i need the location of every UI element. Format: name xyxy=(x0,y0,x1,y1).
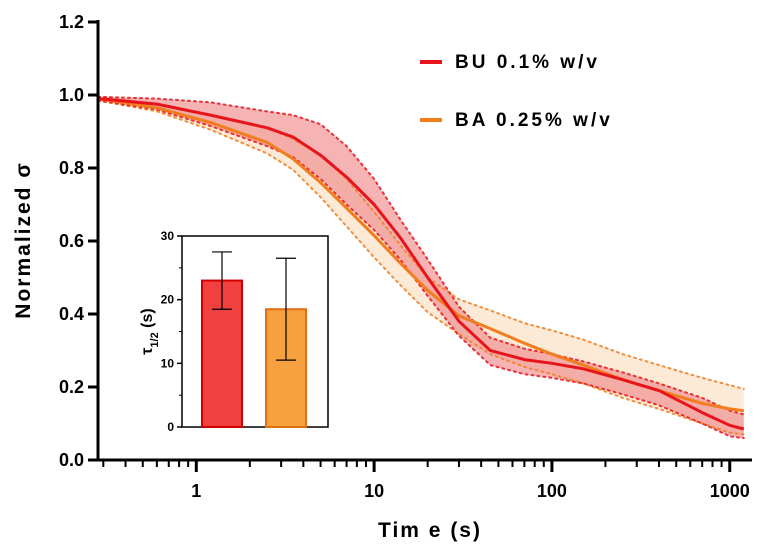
y-tick-label: 1.2 xyxy=(59,12,84,32)
inset-y-tick-label: 20 xyxy=(161,293,175,307)
y-tick-label: 0.6 xyxy=(59,231,84,251)
y-tick-label: 0.2 xyxy=(59,377,84,397)
x-tick-label: 1 xyxy=(191,481,201,501)
series-line-bu xyxy=(97,97,745,431)
x-axis-title: Tim e (s) xyxy=(378,519,482,542)
series-lines xyxy=(97,97,745,431)
y-tick-label: 1.0 xyxy=(59,85,84,105)
band-upper-bu xyxy=(97,95,745,416)
legend-label-ba: BA 0.25% w/v xyxy=(455,110,613,131)
inset-bar-chart: 0 10 20 30 τ1/2 (s) xyxy=(139,229,329,434)
band-lower-bu xyxy=(97,99,745,440)
y-tick-label: 0.8 xyxy=(59,158,84,178)
inset-y-tick-label: 30 xyxy=(161,229,175,243)
y-tick-label: 0.4 xyxy=(59,304,84,324)
x-tick-label: 1000 xyxy=(710,481,750,501)
x-tick-label: 100 xyxy=(537,481,567,501)
y-tick-label: 0.0 xyxy=(59,450,84,470)
legend-label-bu: BU 0.1% w/v xyxy=(455,52,600,73)
legend: BU 0.1% w/v BA 0.25% w/v xyxy=(420,52,613,131)
x-tick-label: 10 xyxy=(364,481,384,501)
main-axes: 0.00.20.40.60.81.01.21 10 100 1000 xyxy=(59,12,752,501)
band-ba xyxy=(98,96,744,435)
inset-y-tick-label: 10 xyxy=(161,356,175,370)
inset-y-tick-label: 0 xyxy=(167,420,174,434)
y-axis-title: Normalized σ xyxy=(12,161,35,318)
inset-y-axis-title: τ1/2 (s) xyxy=(139,308,161,354)
